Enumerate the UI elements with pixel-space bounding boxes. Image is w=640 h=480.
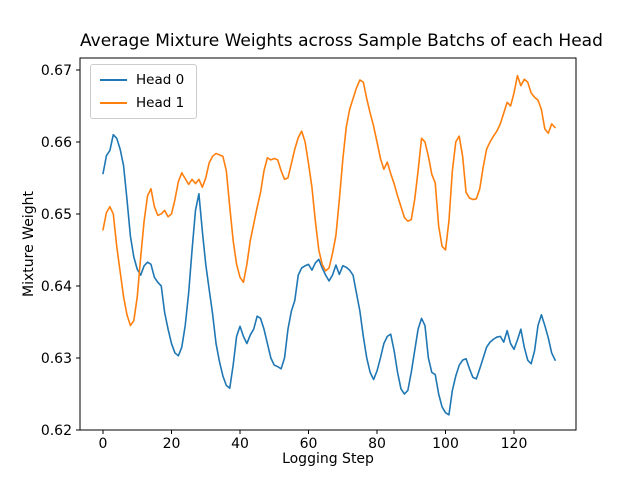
series-line-1 xyxy=(102,74,556,327)
x-tick-label: 20 xyxy=(163,436,181,452)
legend: Head 0 Head 1 xyxy=(90,64,198,119)
x-tick-label: 80 xyxy=(368,436,386,452)
legend-label-head-0: Head 0 xyxy=(136,72,185,88)
x-tick-label: 60 xyxy=(300,436,318,452)
x-tick-label: 100 xyxy=(432,436,459,452)
legend-item-head-1: Head 1 xyxy=(100,94,184,112)
y-tick-label: 0.65 xyxy=(41,207,72,223)
x-tick-label: 40 xyxy=(231,436,249,452)
x-tick-label: 0 xyxy=(99,436,108,452)
y-tick-label: 0.62 xyxy=(41,423,72,439)
legend-item-head-0: Head 0 xyxy=(100,71,184,89)
head-0-line-swatch xyxy=(100,79,127,81)
head-1-line-swatch xyxy=(100,102,127,104)
x-tick-label: 120 xyxy=(501,436,528,452)
x-axis-label: Logging Step xyxy=(282,451,374,467)
y-tick-label: 0.67 xyxy=(41,63,72,79)
y-tick-label: 0.63 xyxy=(41,351,72,367)
legend-label-head-1: Head 1 xyxy=(136,95,185,111)
chart-title: Average Mixture Weights across Sample Ba… xyxy=(80,31,603,51)
axes-frame xyxy=(79,57,577,431)
series-line-0 xyxy=(102,133,556,416)
y-tick-label: 0.64 xyxy=(41,279,72,295)
y-axis-label: Mixture Weight xyxy=(21,191,37,297)
y-tick-label: 0.66 xyxy=(41,135,72,151)
